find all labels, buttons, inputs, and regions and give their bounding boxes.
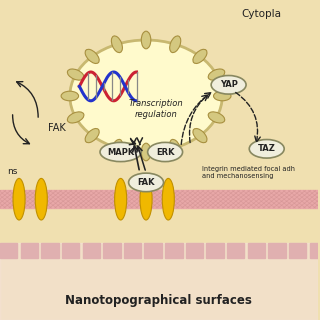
Ellipse shape — [61, 91, 79, 101]
Bar — [83, 243, 100, 258]
Ellipse shape — [115, 179, 127, 220]
Text: Transcription
regulation: Transcription regulation — [128, 99, 183, 118]
Ellipse shape — [170, 36, 181, 52]
Text: FAK: FAK — [137, 178, 155, 187]
Bar — [227, 243, 244, 258]
Bar — [0, 190, 317, 208]
Ellipse shape — [208, 112, 225, 123]
Text: Nanotopographical surfaces: Nanotopographical surfaces — [65, 294, 252, 307]
Text: TAZ: TAZ — [258, 144, 276, 153]
Ellipse shape — [85, 129, 99, 143]
Ellipse shape — [100, 142, 141, 162]
Bar — [124, 243, 141, 258]
Ellipse shape — [70, 40, 222, 152]
Bar — [289, 243, 307, 258]
Ellipse shape — [170, 140, 181, 156]
Bar — [165, 243, 183, 258]
Bar — [0, 243, 18, 258]
Ellipse shape — [140, 179, 152, 220]
Bar — [186, 243, 203, 258]
Ellipse shape — [111, 36, 123, 52]
Ellipse shape — [162, 179, 174, 220]
Ellipse shape — [148, 142, 183, 162]
Ellipse shape — [193, 49, 207, 63]
Bar — [20, 243, 38, 258]
Ellipse shape — [249, 140, 284, 158]
Text: MAPK: MAPK — [107, 148, 134, 156]
Ellipse shape — [68, 69, 84, 80]
Text: ns: ns — [7, 167, 18, 176]
Bar — [248, 243, 265, 258]
Text: ERK: ERK — [156, 148, 174, 156]
Bar — [144, 243, 162, 258]
Text: Cytopla: Cytopla — [241, 9, 281, 20]
Ellipse shape — [68, 112, 84, 123]
Text: FAK: FAK — [48, 123, 66, 133]
Text: Integrin mediated focal adh
and mechanosensing: Integrin mediated focal adh and mechanos… — [202, 166, 295, 179]
Ellipse shape — [111, 140, 123, 156]
Bar — [41, 243, 59, 258]
Ellipse shape — [208, 69, 225, 80]
Ellipse shape — [193, 129, 207, 143]
Bar — [62, 243, 79, 258]
Ellipse shape — [141, 143, 151, 161]
Ellipse shape — [85, 49, 99, 63]
Bar — [206, 243, 224, 258]
Bar — [309, 243, 320, 258]
Ellipse shape — [211, 76, 246, 94]
Ellipse shape — [35, 179, 47, 220]
Ellipse shape — [141, 31, 151, 49]
Bar — [103, 243, 121, 258]
Ellipse shape — [213, 91, 231, 101]
Ellipse shape — [129, 173, 164, 192]
Bar — [0, 243, 317, 320]
Text: YAP: YAP — [220, 80, 237, 89]
Bar — [268, 243, 286, 258]
Ellipse shape — [13, 179, 25, 220]
